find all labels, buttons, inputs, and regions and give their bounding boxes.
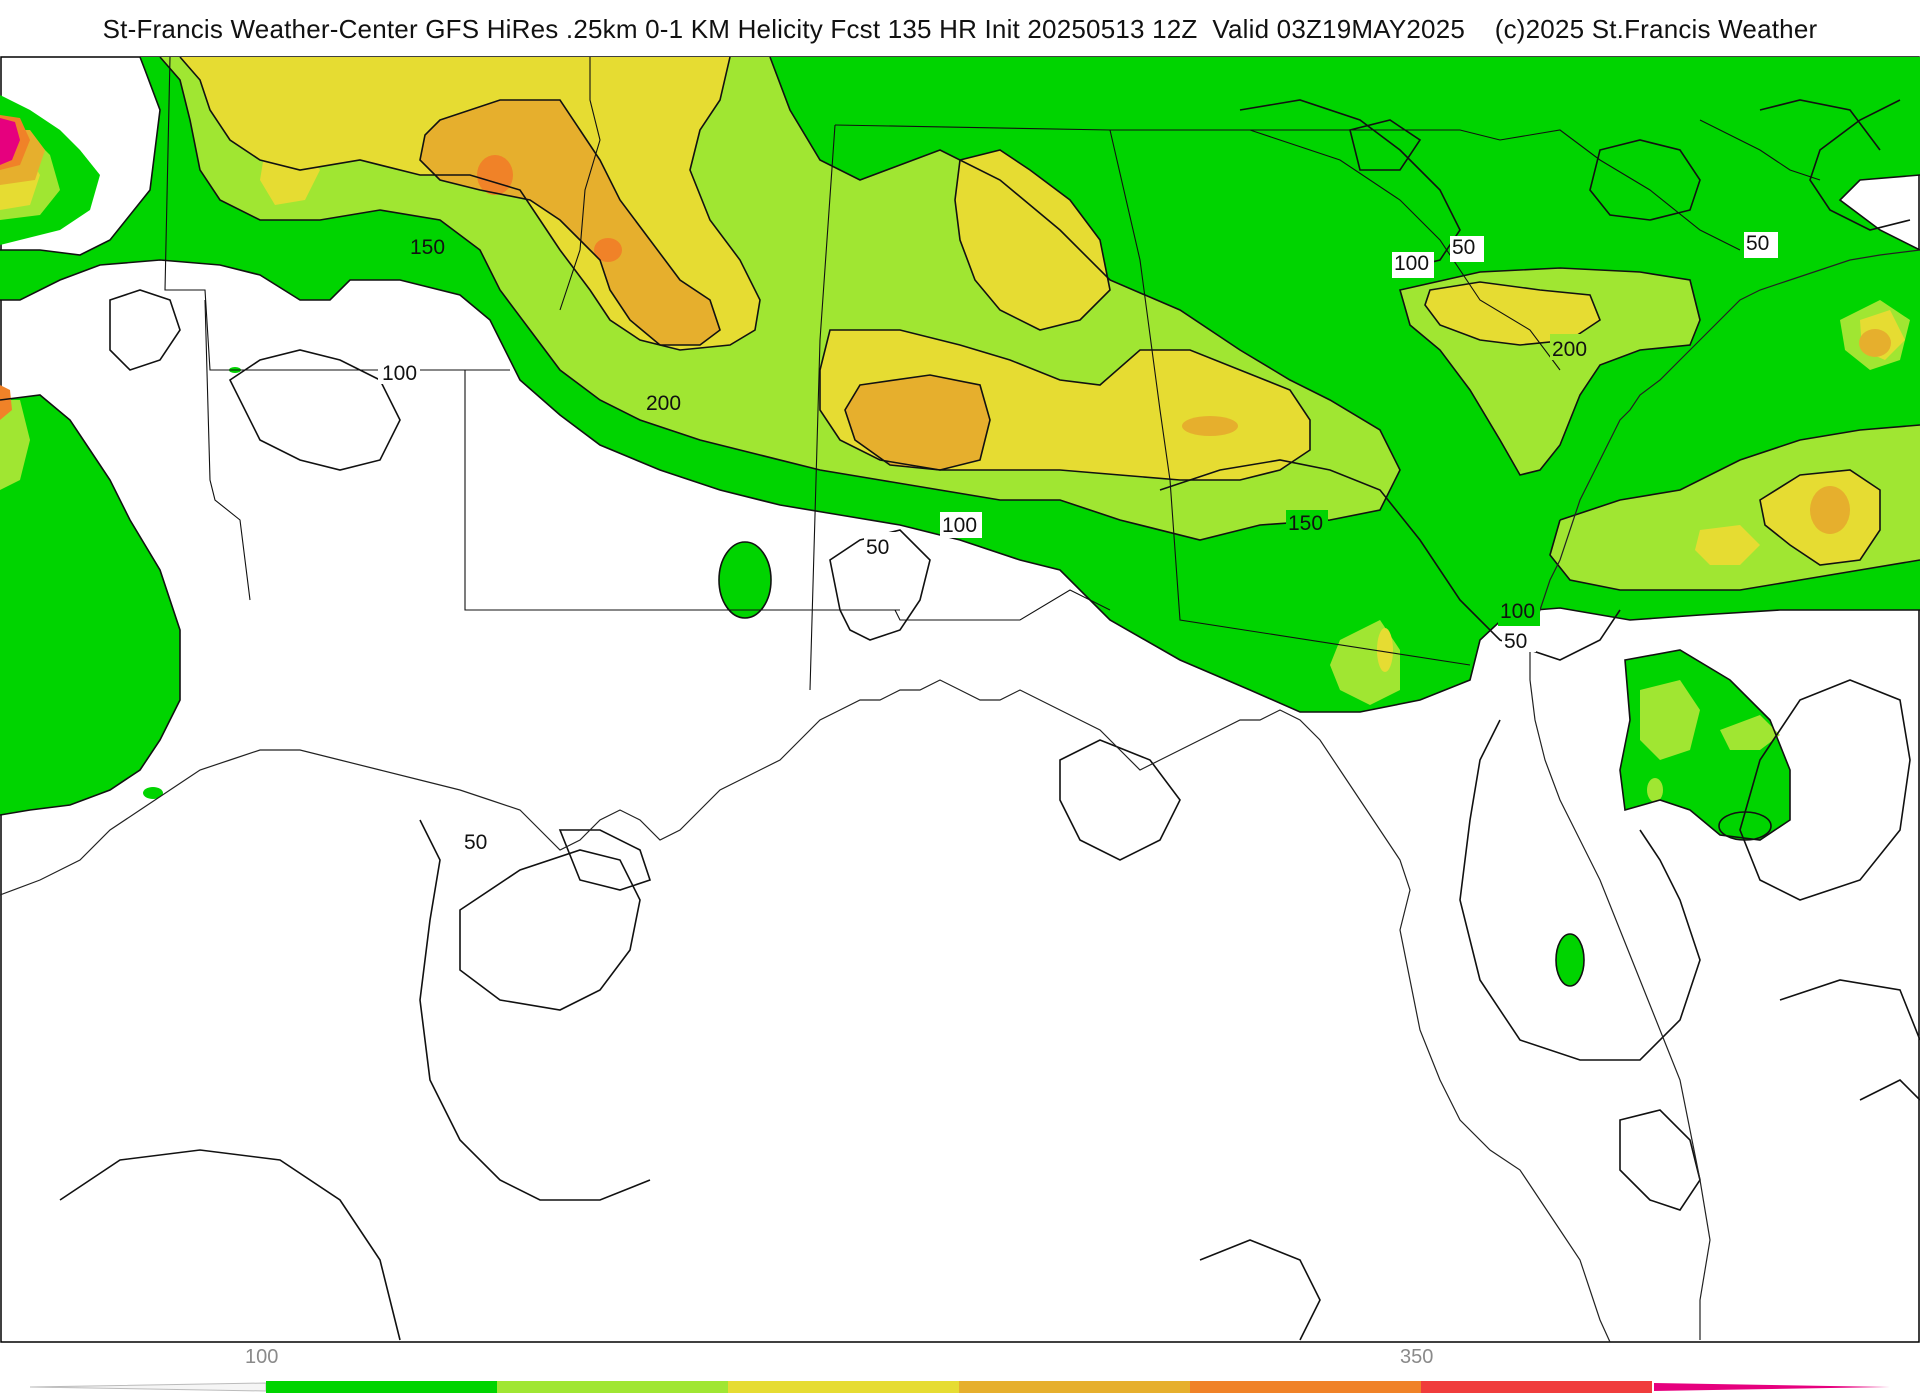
helicity-fill-high (0, 118, 20, 165)
colorbar (29, 1381, 1890, 1393)
contour-label: 200 (646, 392, 681, 415)
helicity-contours (0, 56, 1920, 1341)
contour-label: 50 (464, 831, 487, 854)
contour-label: 100 (382, 362, 417, 385)
contour-label: 100 (1394, 252, 1429, 275)
colorbar-low-arrow (29, 1382, 267, 1392)
helicity-map: 150 100 200 50 100 150 50 100 50 200 100… (0, 56, 1920, 1343)
contour-labels: 150 100 200 50 100 150 50 100 50 200 100… (378, 232, 1778, 854)
contour-label: 150 (1288, 512, 1323, 535)
contour-label: 100 (1500, 600, 1535, 623)
contour-label: 100 (942, 514, 977, 537)
contour-label: 50 (1746, 232, 1769, 255)
coastlines (0, 249, 1920, 1343)
colorbar-segments (266, 1381, 1652, 1393)
colorbar-segment (497, 1381, 728, 1393)
colorbar-segment (728, 1381, 959, 1393)
colorbar-segment (266, 1381, 497, 1393)
colorbar-high-arrow (1654, 1383, 1890, 1391)
contour-label: 150 (410, 236, 445, 259)
colorbar-tick-label: 100 (245, 1346, 279, 1368)
contour-label: 50 (1452, 236, 1475, 259)
map-title: St-Francis Weather-Center GFS HiRes .25k… (102, 14, 1818, 44)
contour-label: 200 (1552, 338, 1587, 361)
colorbar-segment (1421, 1381, 1652, 1393)
contour-label: 50 (866, 536, 889, 559)
colorbar-segment (959, 1381, 1190, 1393)
contour-label: 50 (1504, 630, 1527, 653)
colorbar-tick-label: 350 (1400, 1346, 1434, 1368)
colorbar-segment (1190, 1381, 1421, 1393)
state-borders (164, 56, 1821, 691)
